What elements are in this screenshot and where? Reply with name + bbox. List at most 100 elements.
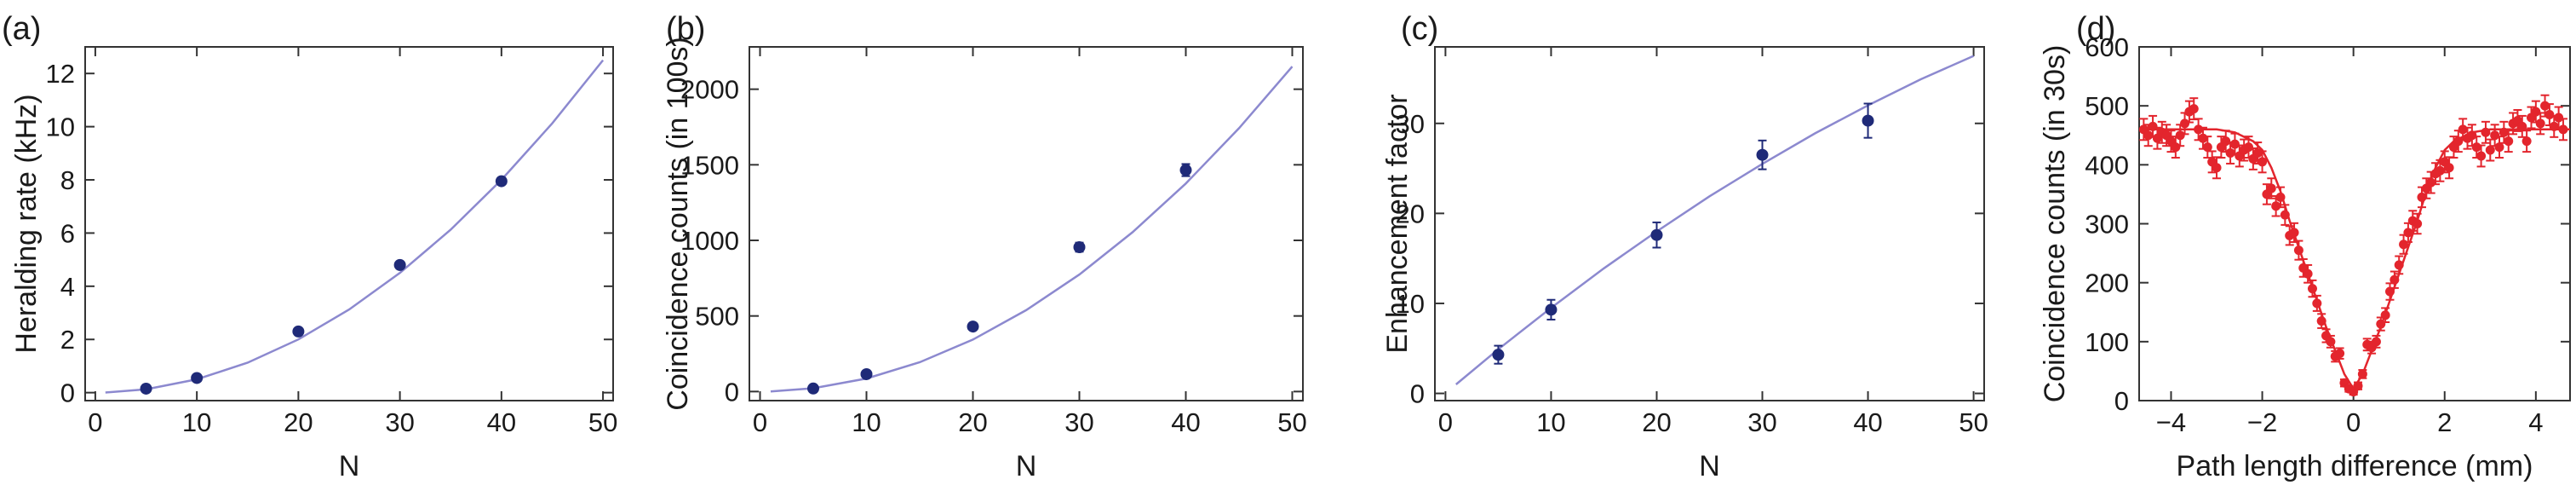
data-point <box>2481 127 2491 137</box>
data-point <box>2399 240 2409 250</box>
y-tick-label: 6 <box>60 218 75 248</box>
data-point <box>2326 337 2336 347</box>
data-point <box>393 258 406 271</box>
panel-label: (d) <box>2076 11 2115 47</box>
panel-label: (b) <box>666 11 705 47</box>
chart-panel-1: 0 10 20 30 40 50 0 2 4 6 8 10 12 N Heralding rate (kHz… <box>2 11 617 482</box>
x-tick-label: 30 <box>1747 407 1776 437</box>
y-tick-label: 100 <box>2085 327 2129 357</box>
data-point <box>2316 316 2326 326</box>
data-point <box>2435 165 2445 176</box>
x-tick-label: 0 <box>1438 407 1453 437</box>
data-point <box>191 372 204 384</box>
x-tick-label: 30 <box>385 407 414 437</box>
y-tick-label: 30 <box>1396 109 1425 139</box>
data-point <box>2225 148 2235 158</box>
x-tick-label: 2 <box>2437 407 2452 437</box>
plot-frame <box>84 46 614 401</box>
x-tick-label: 50 <box>1959 407 1988 437</box>
data-point <box>2312 298 2322 309</box>
data-point <box>2258 157 2268 167</box>
data-point <box>2544 110 2555 120</box>
y-tick-label: 1000 <box>680 226 739 256</box>
data-point <box>2517 121 2527 131</box>
chart-panel-4: −4 −2 0 2 4 0 100 200 300 400 500 600 Path length di… <box>2039 11 2571 482</box>
data-point <box>2171 142 2181 153</box>
data-point <box>2275 192 2286 202</box>
data-point <box>2244 142 2254 153</box>
x-tick-label: −4 <box>2156 407 2186 437</box>
data-point <box>2444 163 2454 173</box>
data-point <box>2266 183 2276 193</box>
data-point <box>2384 286 2395 297</box>
fit-curve <box>105 59 605 394</box>
data-point <box>2390 274 2400 285</box>
data-point <box>2458 124 2468 135</box>
data-point <box>1492 349 1505 361</box>
data-point <box>2280 210 2290 220</box>
fit-curve <box>1455 55 1975 385</box>
data-point <box>2202 142 2212 153</box>
x-tick-label: 20 <box>284 407 313 437</box>
data-point <box>807 382 819 395</box>
data-point <box>2148 121 2158 131</box>
y-tick-label: 2000 <box>680 75 739 105</box>
fit-curve <box>2139 128 2570 391</box>
data-point <box>2417 192 2427 202</box>
data-point <box>2293 245 2303 256</box>
plot-frame <box>1434 46 1985 401</box>
x-axis-label: N <box>339 450 360 482</box>
x-tick-label: 10 <box>182 407 211 437</box>
data-point <box>2221 136 2231 147</box>
x-axis-label: Path length difference (mm) <box>2177 450 2533 482</box>
data-point <box>2504 136 2514 147</box>
y-tick-label: 12 <box>46 59 75 89</box>
y-tick-label: 0 <box>725 377 739 407</box>
data-point <box>2540 101 2550 111</box>
data-point <box>2490 130 2500 141</box>
fit-curve <box>770 66 1294 393</box>
data-point <box>1073 240 1086 253</box>
data-point <box>2303 268 2313 279</box>
y-axis-label: Enhancement factor <box>1381 94 1414 353</box>
data-point <box>2212 163 2222 173</box>
x-tick-label: 50 <box>588 407 617 437</box>
y-tick-label: 1500 <box>680 150 739 180</box>
data-point <box>2289 228 2299 238</box>
chart-panel-3: 0 10 20 30 40 50 0 10 20 30 N Enhancement factor (c) <box>1381 11 1988 482</box>
data-point <box>2558 124 2568 135</box>
data-point <box>2335 349 2345 359</box>
x-tick-label: 20 <box>958 407 987 437</box>
x-tick-label: 0 <box>753 407 767 437</box>
y-tick-label: 20 <box>1396 199 1425 228</box>
data-point <box>2467 130 2477 141</box>
y-tick-label: 2 <box>60 325 75 355</box>
y-tick-label: 0 <box>1410 379 1425 409</box>
y-tick-label: 400 <box>2085 150 2129 180</box>
data-point <box>2307 284 2317 294</box>
y-tick-label: 500 <box>695 302 739 332</box>
plot-frame <box>749 46 1304 401</box>
data-point <box>2194 124 2204 135</box>
y-tick-label: 0 <box>2114 386 2129 416</box>
data-point <box>2271 201 2281 211</box>
data-point <box>2554 113 2564 123</box>
data-point <box>2531 107 2541 117</box>
x-tick-label: 30 <box>1064 407 1093 437</box>
y-tick-label: 200 <box>2085 268 2129 298</box>
data-point <box>1756 148 1769 161</box>
x-tick-label: 10 <box>852 407 881 437</box>
x-tick-label: 0 <box>88 407 102 437</box>
y-tick-label: 4 <box>60 272 75 302</box>
y-tick-label: 300 <box>2085 210 2129 240</box>
data-point <box>495 175 508 188</box>
y-tick-label: 8 <box>60 165 75 195</box>
data-point <box>2175 130 2185 141</box>
data-point <box>2180 118 2190 129</box>
x-tick-label: 0 <box>2346 407 2361 437</box>
data-point <box>2353 381 2363 391</box>
data-point <box>967 320 979 333</box>
data-point <box>2189 104 2199 114</box>
data-point <box>2143 130 2154 141</box>
data-point <box>2476 151 2487 161</box>
